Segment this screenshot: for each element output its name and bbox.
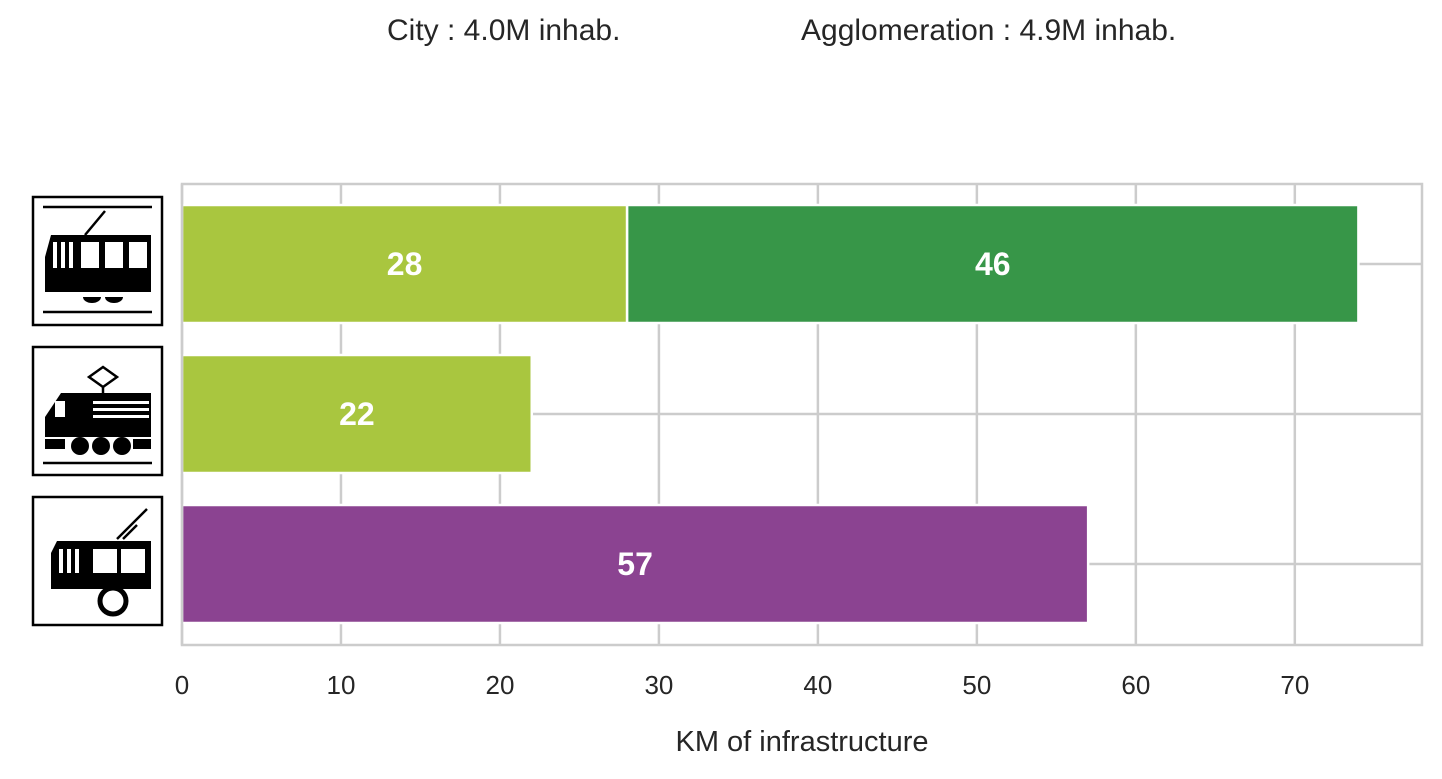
plot-frame xyxy=(180,182,1424,647)
bar-value-label: 22 xyxy=(339,396,375,432)
tram-icon xyxy=(31,195,164,327)
chart-header: City : 4.0M inhab. Agglomeration : 4.9M … xyxy=(0,14,1442,54)
x-tick-label: 50 xyxy=(962,670,991,700)
x-tick-label: 70 xyxy=(1280,670,1309,700)
bar-tram xyxy=(625,203,1360,325)
bar-trolleybus xyxy=(180,503,1090,625)
agglomeration-population: Agglomeration : 4.9M inhab. xyxy=(801,14,1177,47)
bar-value-label: 46 xyxy=(975,246,1011,282)
x-tick-label: 60 xyxy=(1121,670,1150,700)
city-population: City : 4.0M inhab. xyxy=(387,14,621,47)
x-tick-labels: 0 10 20 30 40 50 60 70 xyxy=(175,670,1310,700)
x-tick-label: 10 xyxy=(327,670,356,700)
bar-labels: 28 46 22 57 xyxy=(339,246,1010,582)
train-icon xyxy=(31,345,164,477)
bar-value-label: 28 xyxy=(387,246,423,282)
bars xyxy=(180,203,1360,625)
x-tick-label: 40 xyxy=(803,670,832,700)
x-tick-label: 30 xyxy=(644,670,673,700)
trolleybus-icon xyxy=(31,495,164,627)
x-axis-label: KM of infrastructure xyxy=(675,726,928,758)
x-tick-label: 0 xyxy=(175,670,189,700)
x-tick-label: 20 xyxy=(485,670,514,700)
bar-value-label: 57 xyxy=(617,546,653,582)
